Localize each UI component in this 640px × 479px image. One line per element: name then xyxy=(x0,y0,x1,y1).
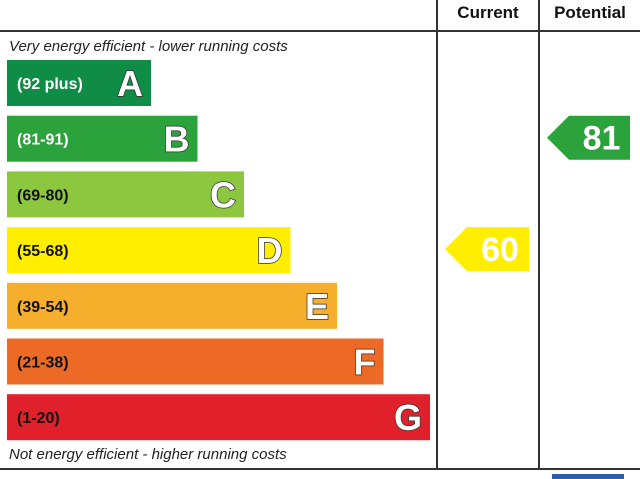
band-letter-label: F xyxy=(354,342,376,383)
band-letter-label: C xyxy=(210,174,236,215)
potential-column-header: Potential xyxy=(554,3,626,22)
band-d: (55-68) D xyxy=(7,227,291,274)
band-f: (21-38) F xyxy=(7,338,384,385)
band-range-label: (1-20) xyxy=(17,410,60,427)
current-arrow-shape xyxy=(445,227,529,272)
band-bar-b xyxy=(7,115,198,162)
band-letter-label: E xyxy=(305,286,329,327)
band-e: (39-54) E xyxy=(7,282,337,329)
band-range-label: (39-54) xyxy=(17,299,69,316)
band-bar-f xyxy=(7,338,384,385)
rating-arrows: 60 81 xyxy=(445,115,630,272)
top-caption: Very energy efficient - lower running co… xyxy=(9,38,288,55)
band-b: (81-91) B xyxy=(7,115,198,162)
band-letter-label: D xyxy=(257,230,283,271)
band-bar-e xyxy=(7,282,337,329)
band-letter-label: G xyxy=(394,397,422,438)
band-g: (1-20) G xyxy=(7,394,430,441)
band-range-label: (69-80) xyxy=(17,187,69,204)
band-range-label: (21-38) xyxy=(17,355,69,372)
current-rating-arrow: 60 xyxy=(445,227,529,272)
band-bar-d xyxy=(7,227,291,274)
potential-arrow-shape xyxy=(547,115,630,160)
partial-footer-element xyxy=(552,474,624,479)
band-range-label: (81-91) xyxy=(17,132,69,149)
band-c: (69-80) C xyxy=(7,171,244,218)
bottom-caption: Not energy efficient - higher running co… xyxy=(9,446,287,463)
rating-bands: (92 plus) A (81-91) B (69-80) C (55-68) D (39-54… xyxy=(7,60,430,441)
band-a: (92 plus) A xyxy=(7,60,151,106)
current-score-value: 60 xyxy=(481,231,519,269)
band-bar-g xyxy=(7,394,430,441)
band-bar-a xyxy=(7,60,151,106)
band-range-label: (55-68) xyxy=(17,243,69,260)
potential-rating-arrow: 81 xyxy=(547,115,630,160)
band-range-label: (92 plus) xyxy=(17,76,83,93)
potential-score-value: 81 xyxy=(583,120,621,158)
band-bar-c xyxy=(7,171,244,218)
band-letter-label: A xyxy=(117,63,143,104)
current-column-header: Current xyxy=(457,3,519,22)
band-letter-label: B xyxy=(164,119,190,160)
